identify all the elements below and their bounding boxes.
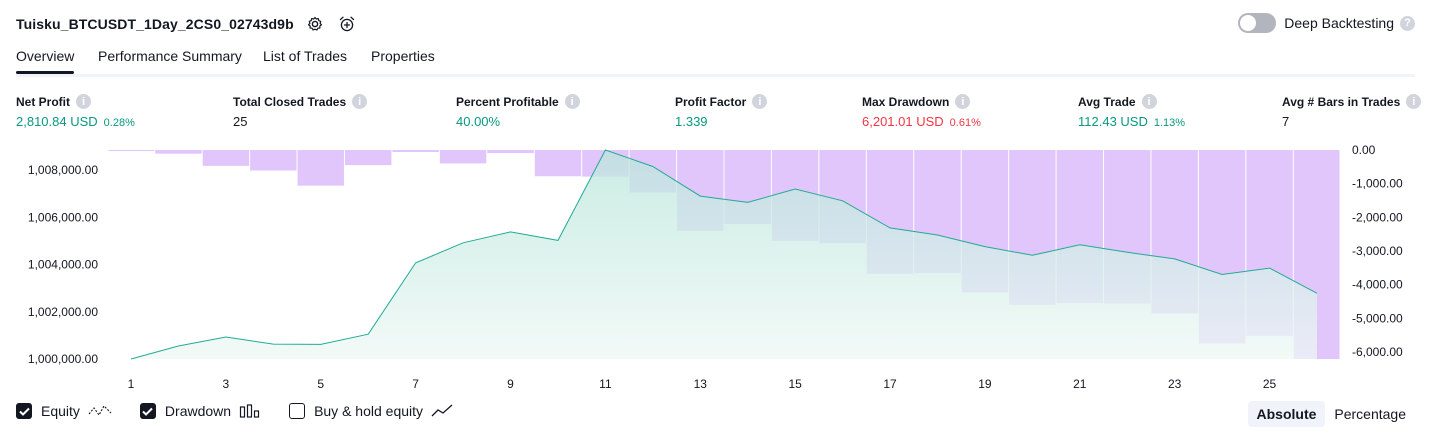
strategy-header: Tuisku_BTCUSDT_1Day_2CS0_02743d9b: [16, 12, 358, 36]
x-axis-tick-label: 23: [1168, 377, 1182, 391]
scale-mode-switch: Absolute Percentage: [1247, 401, 1416, 427]
x-axis-tick-label: 13: [694, 377, 708, 391]
tab-overview[interactable]: Overview: [16, 48, 75, 74]
absolute-button[interactable]: Absolute: [1247, 401, 1326, 427]
drawdown-checkbox[interactable]: [139, 403, 156, 419]
metric-label: Net Profit: [16, 94, 70, 109]
x-axis-tick-label: 3: [223, 377, 230, 391]
drawdown-bar: [155, 150, 202, 154]
help-icon[interactable]: ?: [1400, 15, 1415, 31]
left-axis-tick-label: 1,006,000.00: [28, 210, 98, 224]
toggle-knob: [1240, 15, 1257, 31]
drawdown-bar: [297, 150, 344, 186]
right-axis-tick-label: -6,000.00: [1352, 345, 1403, 359]
equity-drawdown-chart[interactable]: 1,000,000.00 1,002,000.00 1,004,000.00 1,00…: [0, 140, 1431, 395]
drawdown-bar: [202, 150, 250, 166]
info-icon[interactable]: i: [352, 94, 368, 109]
gear-icon[interactable]: [304, 13, 326, 35]
metric-label: Max Drawdown: [862, 94, 950, 109]
metric-value: 1.339: [675, 114, 708, 129]
metric-profit-factor: Profit Factor i 1.339: [675, 94, 768, 129]
legend-label: Equity: [41, 403, 80, 419]
left-axis-tick-label: 1,004,000.00: [28, 258, 98, 272]
metric-value: 2,810.84 USD: [16, 114, 98, 129]
tab-performance-summary[interactable]: Performance Summary: [98, 48, 242, 64]
info-icon[interactable]: i: [1141, 94, 1157, 109]
deep-backtesting: Deep Backtesting ?: [1238, 13, 1415, 33]
metric-avg-trade: Avg Trade i 112.43 USD 1.13%: [1078, 94, 1185, 129]
x-axis-tick-label: 25: [1263, 377, 1277, 391]
metric-avg-bars-in-trades: Avg # Bars in Trades i 7: [1282, 94, 1422, 129]
metric-percent: 0.61%: [949, 117, 981, 129]
tab-properties[interactable]: Properties: [371, 48, 435, 64]
strategy-title: Tuisku_BTCUSDT_1Day_2CS0_02743d9b: [16, 16, 294, 32]
left-axis-tick-label: 1,002,000.00: [28, 305, 98, 319]
legend-buy-hold[interactable]: Buy & hold equity: [289, 403, 453, 419]
drawdown-bar: [392, 150, 439, 153]
equity-line: [130, 149, 1318, 360]
metric-label: Avg # Bars in Trades: [1282, 94, 1401, 109]
info-icon[interactable]: i: [564, 94, 580, 109]
metric-label: Percent Profitable: [456, 94, 559, 109]
left-axis-tick-label: 1,008,000.00: [28, 163, 98, 177]
metric-total-closed-trades: Total Closed Trades i 25: [233, 94, 368, 129]
legend-label: Drawdown: [164, 403, 232, 419]
legend-equity[interactable]: Equity: [16, 403, 112, 419]
info-icon[interactable]: i: [76, 94, 91, 109]
metric-percent: 1.13%: [1153, 117, 1186, 129]
metric-percent-profitable: Percent Profitable i 40.00%: [456, 94, 580, 129]
metric-label: Avg Trade: [1078, 94, 1136, 109]
equity-checkbox[interactable]: [16, 403, 32, 419]
metric-value: 112.43 USD: [1078, 114, 1148, 129]
right-axis-tick-label: -4,000.00: [1352, 278, 1403, 292]
tab-list-of-trades[interactable]: List of Trades: [263, 48, 348, 64]
x-axis-tick-label: 15: [788, 377, 802, 391]
deep-backtesting-label: Deep Backtesting: [1284, 15, 1394, 31]
right-axis-tick-label: -5,000.00: [1352, 311, 1403, 325]
line-chart-icon: [431, 404, 453, 417]
chart-legend: Equity Drawdown Buy & hold equity: [16, 403, 481, 419]
info-icon[interactable]: i: [955, 94, 971, 109]
drawdown-bar: [250, 150, 297, 171]
metric-max-drawdown: Max Drawdown i 6,201.01 USD 0.61%: [862, 94, 981, 129]
percentage-button[interactable]: Percentage: [1334, 406, 1406, 422]
metric-value: 7: [1282, 114, 1290, 129]
metric-net-profit: Net Profit i 2,810.84 USD 0.28%: [16, 94, 135, 129]
metric-value: 6,201.01 USD: [862, 114, 944, 129]
metric-value: 25: [233, 114, 248, 129]
right-axis-tick-label: -1,000.00: [1352, 177, 1403, 191]
left-axis-tick-label: 1,000,000.00: [28, 352, 98, 366]
x-axis-tick-label: 21: [1073, 377, 1087, 391]
equity-area: [131, 150, 1317, 359]
info-icon[interactable]: i: [752, 94, 768, 109]
x-axis-tick-label: 1: [128, 377, 135, 391]
deep-backtesting-toggle[interactable]: [1238, 13, 1277, 33]
x-axis-tick-label: 7: [412, 377, 419, 391]
legend-drawdown[interactable]: Drawdown: [139, 403, 261, 419]
x-axis-tick-label: 5: [317, 377, 324, 391]
drawdown-bar: [487, 150, 534, 154]
tab-bar: Overview Performance Summary List of Tra…: [16, 44, 1415, 77]
x-axis-tick-label: 9: [507, 377, 514, 391]
equity-wave-icon: [88, 405, 112, 417]
drawdown-bar: [534, 150, 582, 177]
drawdown-bar: [439, 150, 487, 164]
right-axis-tick-label: -2,000.00: [1352, 210, 1403, 224]
legend-label: Buy & hold equity: [314, 403, 424, 419]
x-axis-tick-label: 19: [978, 377, 992, 391]
buy-hold-checkbox[interactable]: [289, 403, 306, 419]
metric-percent: 0.28%: [103, 117, 135, 129]
drawdown-bar: [344, 150, 392, 166]
metric-label: Profit Factor: [675, 94, 747, 109]
info-icon[interactable]: i: [1406, 94, 1422, 109]
x-axis-tick-label: 17: [883, 377, 897, 391]
x-axis-tick-label: 11: [599, 377, 612, 391]
right-axis-tick-label: -3,000.00: [1352, 244, 1403, 258]
metric-value: 40.00%: [456, 114, 501, 129]
drawdown-bar: [108, 150, 155, 152]
alarm-clock-plus-icon[interactable]: [336, 13, 358, 35]
drawdown-bars-icon: [239, 404, 260, 418]
metric-label: Total Closed Trades: [233, 94, 347, 109]
right-axis-tick-label: 0.00: [1352, 143, 1376, 157]
